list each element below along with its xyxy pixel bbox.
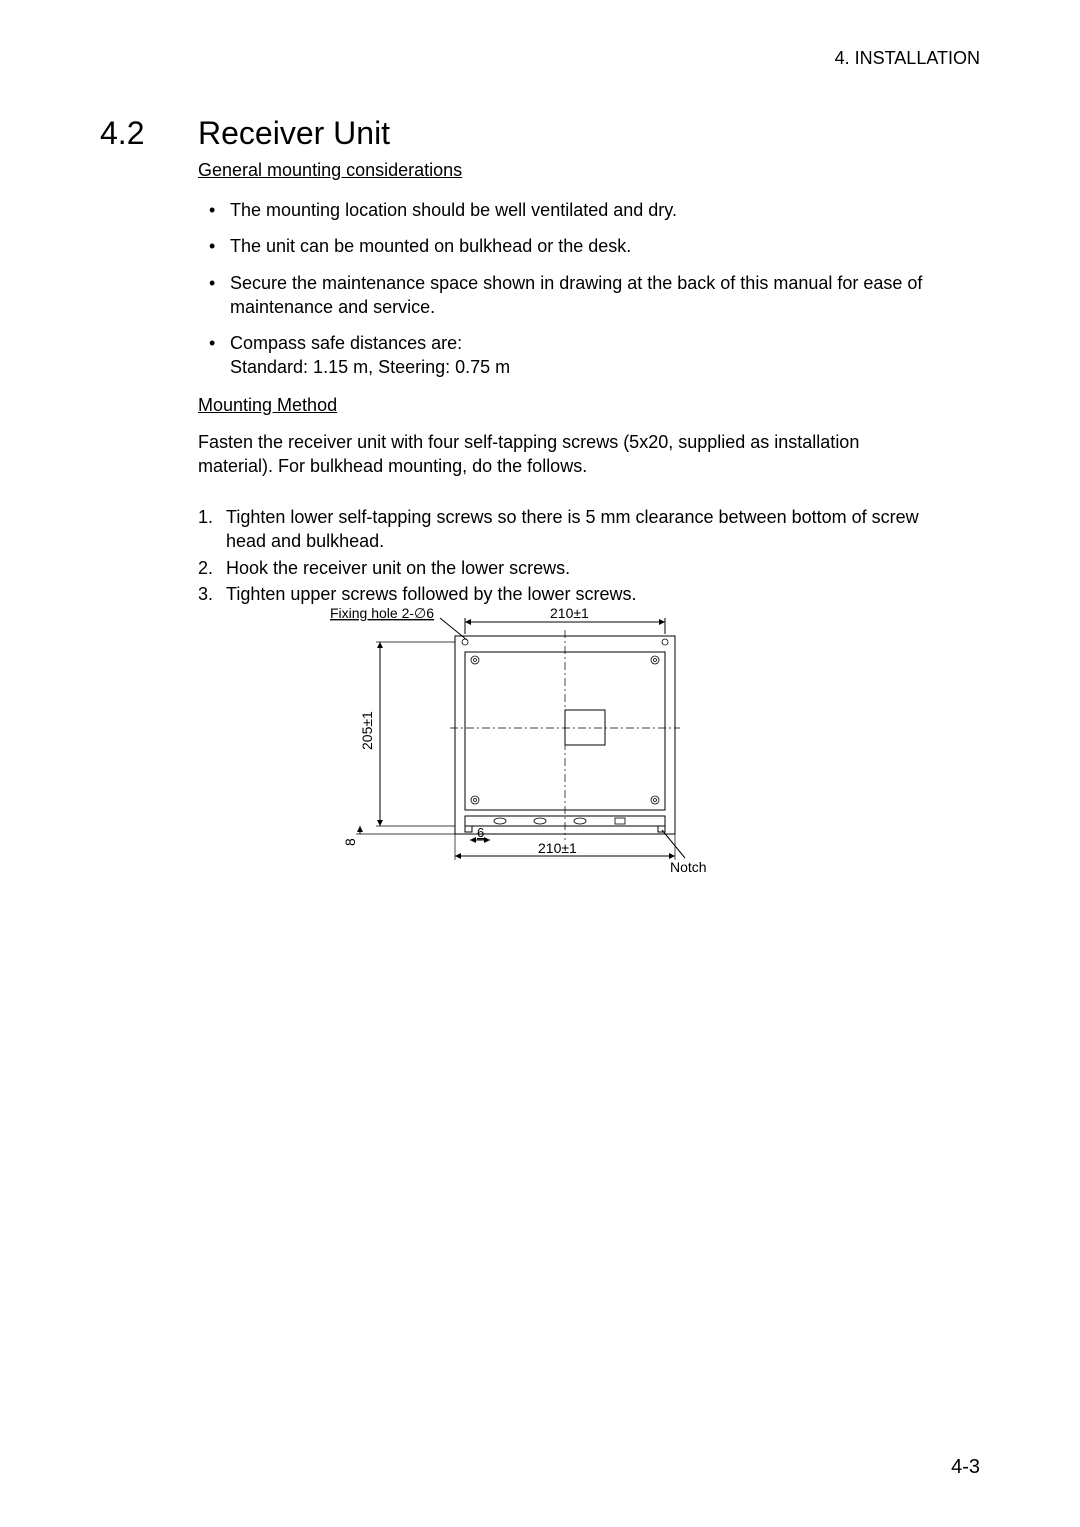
dim-left-label: 205±1 bbox=[359, 711, 375, 750]
subheading-method: Mounting Method bbox=[198, 395, 337, 416]
bullet-item: Secure the maintenance space shown in dr… bbox=[215, 271, 925, 320]
dim-6-label: 6 bbox=[477, 825, 484, 840]
subheading-general: General mounting considerations bbox=[198, 160, 462, 181]
section-number: 4.2 bbox=[100, 115, 144, 152]
body-paragraph: Fasten the receiver unit with four self-… bbox=[198, 430, 923, 479]
step-item: Hook the receiver unit on the lower scre… bbox=[198, 556, 923, 580]
bullet-item: Compass safe distances are: Standard: 1.… bbox=[215, 331, 925, 380]
page-number: 4-3 bbox=[951, 1456, 980, 1479]
step-item: Tighten lower self-tapping screws so the… bbox=[198, 505, 923, 554]
fixing-hole-label: Fixing hole 2-∅6 bbox=[330, 605, 434, 621]
dim-bottom-label: 210±1 bbox=[538, 840, 577, 856]
dim-8-label: 8 bbox=[342, 838, 358, 846]
bullet-item: The unit can be mounted on bulkhead or t… bbox=[215, 234, 925, 258]
section-title: Receiver Unit bbox=[198, 115, 390, 152]
notch-label: Notch bbox=[670, 859, 707, 875]
bullet-item: The mounting location should be well ven… bbox=[215, 198, 925, 222]
bullet-list: The mounting location should be well ven… bbox=[215, 198, 925, 392]
dim-top-label: 210±1 bbox=[550, 605, 589, 621]
chapter-header: 4. INSTALLATION bbox=[835, 48, 980, 69]
numbered-steps: Tighten lower self-tapping screws so the… bbox=[198, 505, 923, 608]
mounting-diagram: 210±1 Fixing hole 2-∅6 bbox=[320, 600, 750, 880]
